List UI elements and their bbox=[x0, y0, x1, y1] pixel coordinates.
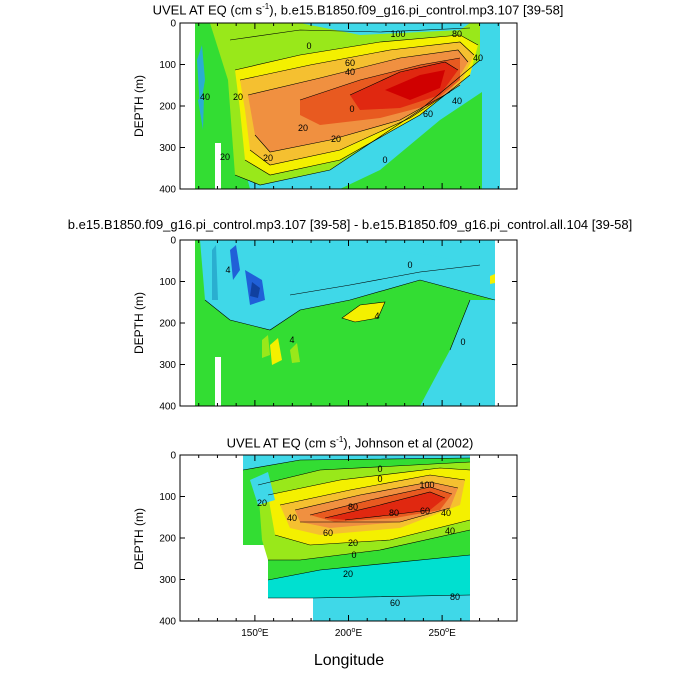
panel3-field bbox=[180, 455, 517, 621]
contour-label: 60 bbox=[423, 109, 433, 119]
contour-label: 0 bbox=[382, 155, 387, 165]
contour-label: 0 bbox=[349, 104, 354, 114]
ytick-label: 300 bbox=[159, 575, 176, 586]
contour-label: 60 bbox=[390, 598, 400, 608]
contour-label: 20 bbox=[263, 153, 273, 163]
ytick-label: 200 bbox=[159, 319, 176, 330]
contour-label: 40 bbox=[452, 96, 462, 106]
ytick-label: 100 bbox=[159, 492, 176, 503]
ytick-label: 300 bbox=[159, 143, 176, 154]
panel2-field bbox=[180, 240, 517, 406]
contour-label: 4 bbox=[374, 311, 379, 321]
contour-label: 100 bbox=[419, 480, 434, 490]
contour-label: 100 bbox=[390, 29, 405, 39]
contour-label: 0 bbox=[407, 260, 412, 270]
contour-label: 20 bbox=[348, 538, 358, 548]
contour-label: 80 bbox=[450, 592, 460, 602]
xtick-label: 250oE bbox=[428, 627, 456, 639]
ytick-label: 400 bbox=[159, 185, 176, 196]
contour-label: 20 bbox=[298, 123, 308, 133]
contour-label: 40 bbox=[200, 92, 210, 102]
contour-label: 4 bbox=[289, 335, 294, 345]
contour-label: 60 bbox=[345, 58, 355, 68]
ytick-label: 200 bbox=[159, 534, 176, 545]
contour-label: 40 bbox=[441, 508, 451, 518]
contour-label: 60 bbox=[420, 506, 430, 516]
contour-label: 80 bbox=[348, 502, 358, 512]
contour-label: 0 bbox=[351, 550, 356, 560]
ytick-label: 0 bbox=[170, 451, 176, 462]
ytick-label: 400 bbox=[159, 617, 176, 628]
contour-label: 0 bbox=[460, 337, 465, 347]
panel2-contour-labels: 4 4 0 4 0 bbox=[225, 260, 465, 347]
contour-label: 4 bbox=[225, 265, 230, 275]
axes: 0100200300400010020030040001002003004001… bbox=[159, 19, 517, 639]
contour-label: 20 bbox=[233, 92, 243, 102]
contour-label: 0 bbox=[306, 41, 311, 51]
ytick-label: 400 bbox=[159, 402, 176, 413]
panel3-title: UVEL AT EQ (cm s-1), Johnson et al (2002… bbox=[226, 435, 474, 451]
contour-label: 80 bbox=[452, 29, 462, 39]
contour-label: 40 bbox=[345, 67, 355, 77]
contour-label: 20 bbox=[257, 498, 267, 508]
contour-label: 40 bbox=[473, 53, 483, 63]
contour-label: 40 bbox=[287, 513, 297, 523]
ytick-label: 300 bbox=[159, 360, 176, 371]
xtick-label: 150oE bbox=[241, 627, 269, 639]
contour-label: 40 bbox=[445, 526, 455, 536]
ytick-label: 100 bbox=[159, 277, 176, 288]
contour-label: 60 bbox=[323, 528, 333, 538]
contour-label: 80 bbox=[389, 508, 399, 518]
ytick-label: 0 bbox=[170, 19, 176, 30]
contour-label: 20 bbox=[331, 134, 341, 144]
panel1-field bbox=[180, 23, 517, 189]
ytick-label: 100 bbox=[159, 60, 176, 71]
xtick-label: 200oE bbox=[335, 627, 363, 639]
x-axis-label: Longitude bbox=[313, 652, 385, 669]
panel2-title: b.e15.B1850.f09_g16.pi_control.mp3.107 [… bbox=[67, 217, 633, 232]
ytick-label: 0 bbox=[170, 236, 176, 247]
contour-label: 20 bbox=[220, 152, 230, 162]
ytick-label: 200 bbox=[159, 102, 176, 113]
contour-label: 0 bbox=[377, 474, 382, 484]
contour-label: 20 bbox=[343, 569, 353, 579]
panel1-title: UVEL AT EQ (cm s-1), b.e15.B1850.f09_g16… bbox=[152, 2, 564, 18]
contour-label: 0 bbox=[377, 464, 382, 474]
